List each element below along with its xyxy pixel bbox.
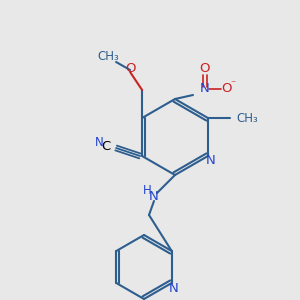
Text: C: C [101, 140, 111, 154]
Text: O: O [200, 62, 210, 76]
Text: N: N [200, 82, 210, 95]
Text: N: N [169, 281, 178, 295]
Text: N: N [206, 154, 216, 166]
Text: ⁻: ⁻ [230, 79, 236, 89]
Text: N: N [149, 190, 159, 203]
Text: H: H [143, 184, 152, 197]
Text: N: N [95, 136, 103, 148]
Text: O: O [125, 61, 135, 74]
Text: O: O [222, 82, 232, 95]
Text: CH₃: CH₃ [236, 112, 258, 124]
Text: CH₃: CH₃ [97, 50, 119, 62]
